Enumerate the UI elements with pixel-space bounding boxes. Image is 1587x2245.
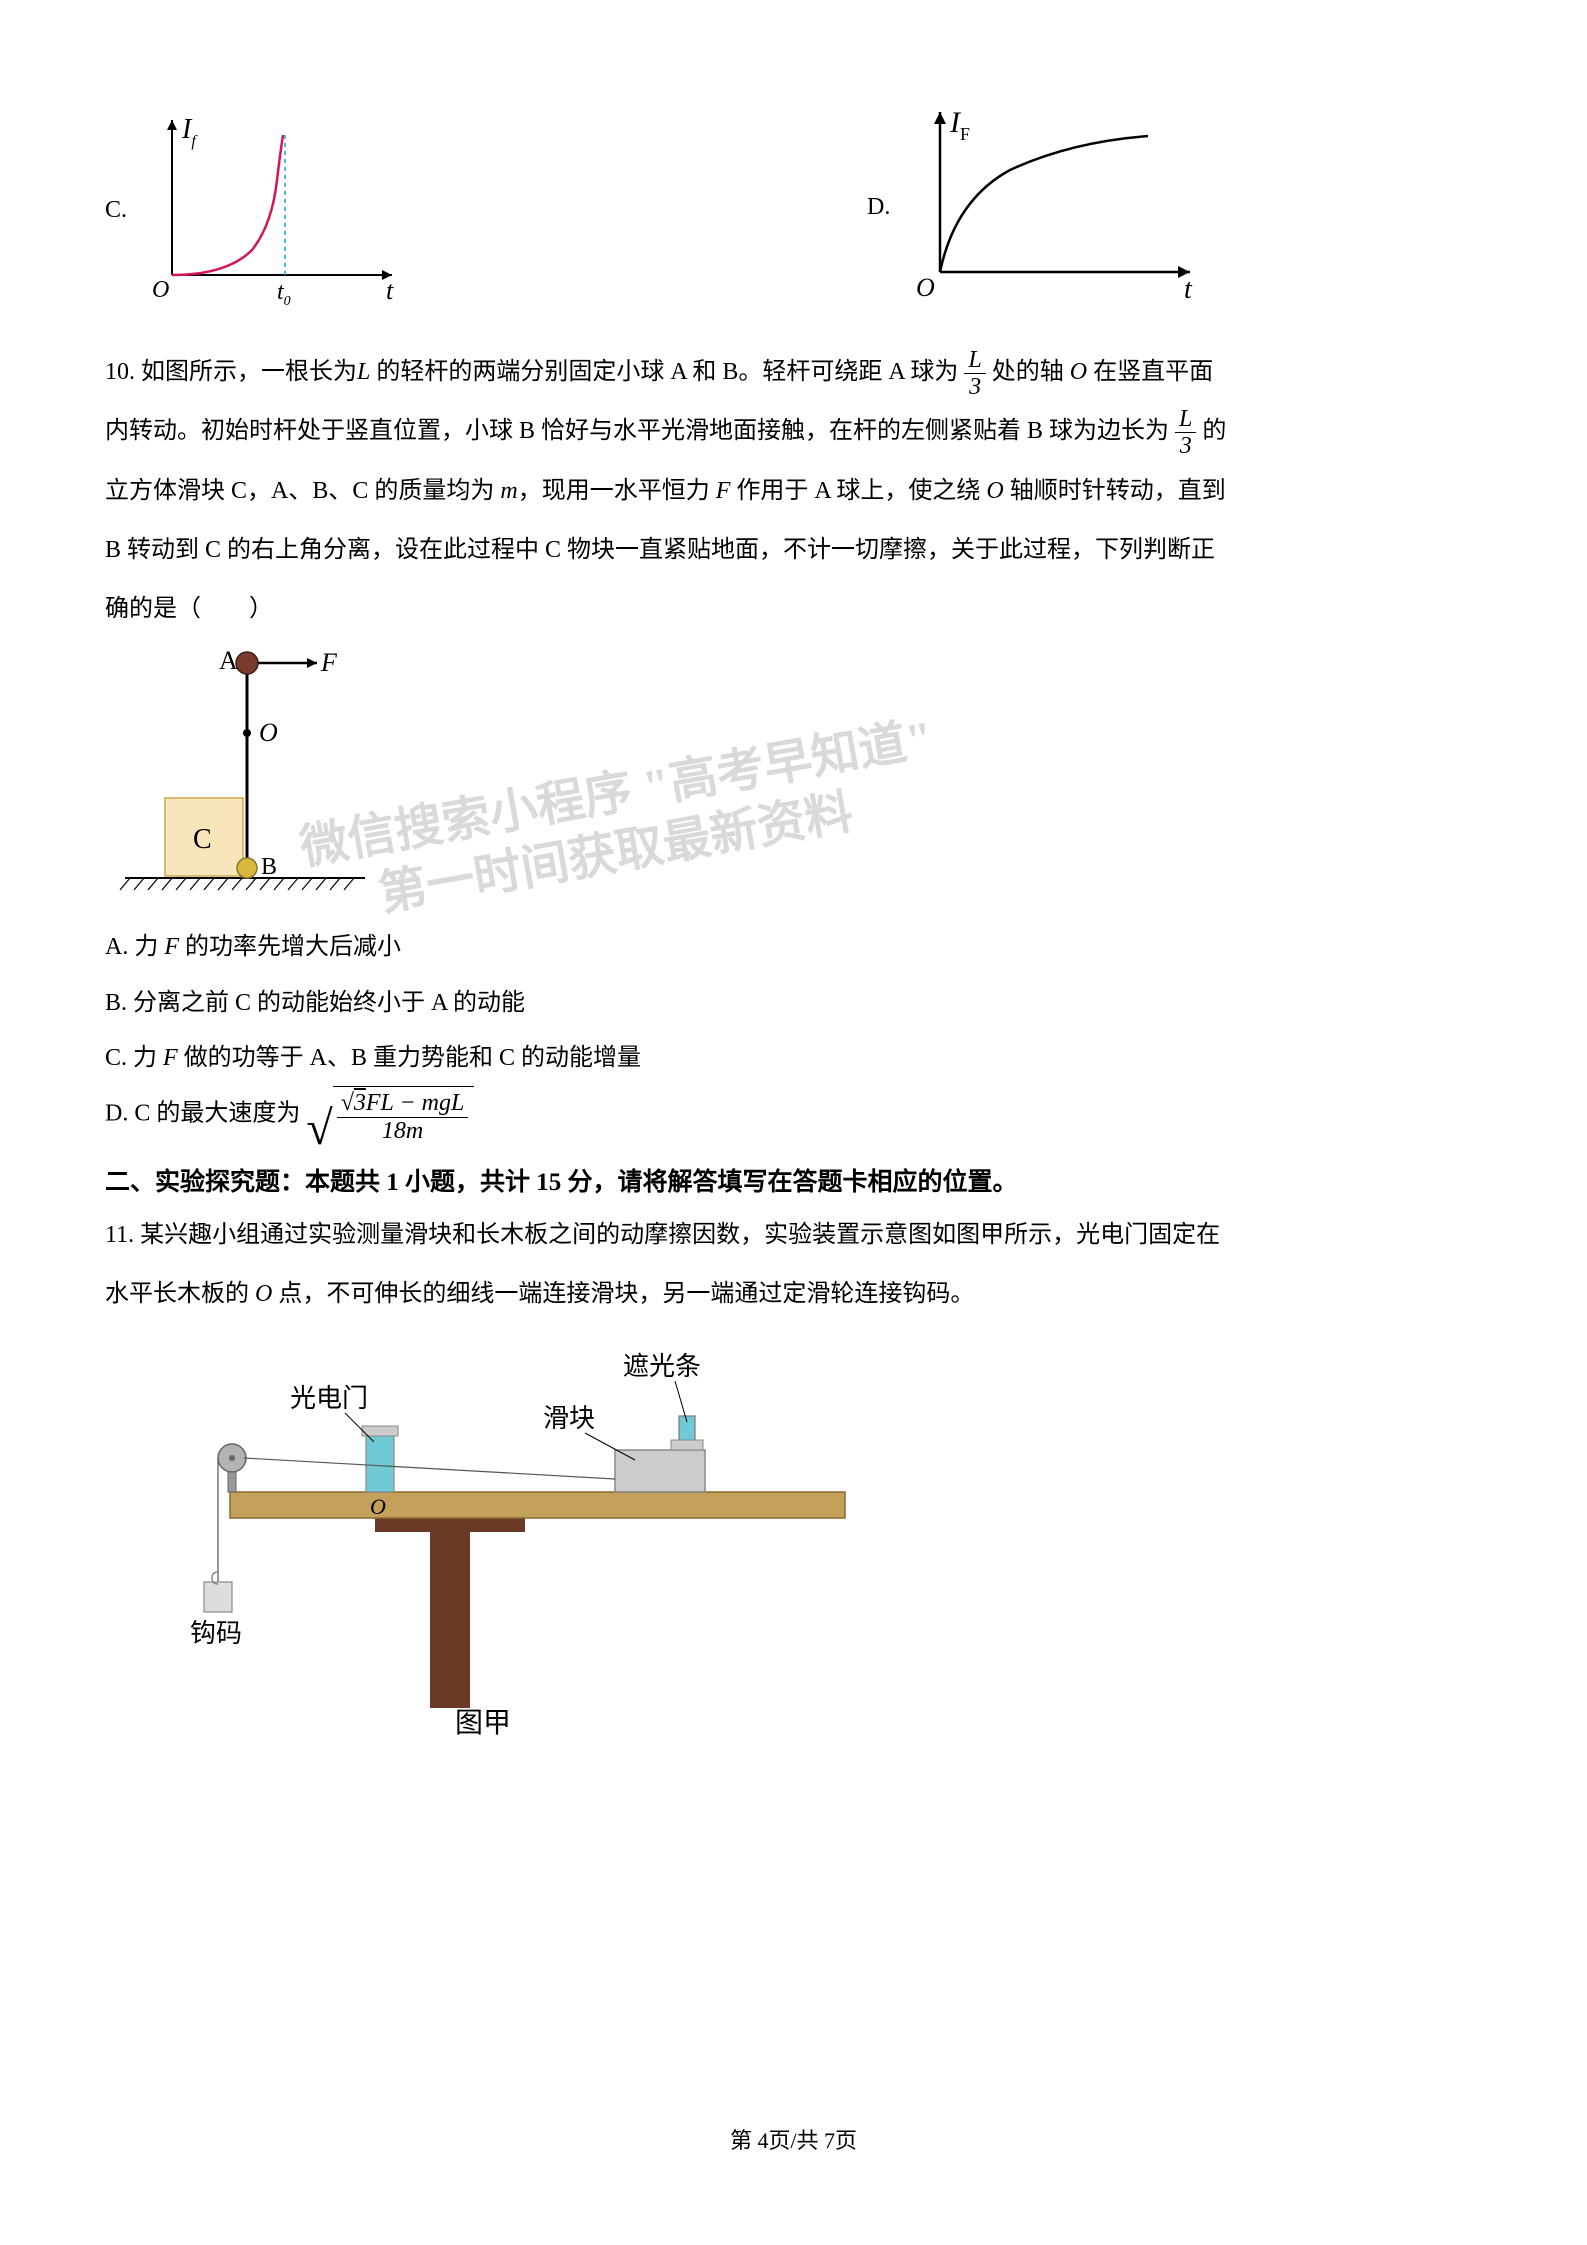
svg-text:遮光条: 遮光条: [623, 1352, 701, 1381]
var-F: F: [163, 1045, 178, 1071]
var-m: m: [500, 478, 517, 504]
q11-text: 11. 某兴趣小组通过实验测量滑块和长木板之间的动摩擦因数，实验装置示意图如图甲…: [105, 1208, 1482, 1322]
frac-num: √3FL − mgL: [337, 1090, 469, 1117]
watermark-line2: 第一时间获取最新资料: [373, 772, 858, 924]
text: 处的轴: [986, 359, 1070, 385]
q10-line2: 内转动。初始时杆处于竖直位置，小球 B 恰好与水平光滑地面接触，在杆的左侧紧贴着…: [105, 404, 1482, 459]
watermark-line1: 微信搜索小程序 "高考早知道": [294, 698, 938, 878]
var-L: L: [357, 359, 370, 385]
text: 18: [382, 1118, 406, 1144]
text: 内转动。初始时杆处于竖直位置，小球 B 恰好与水平光滑地面接触，在杆的左侧紧贴着…: [105, 418, 1175, 444]
sqrt-sign-icon: √: [306, 1107, 332, 1150]
frac-num: L: [1175, 406, 1196, 433]
text: 的轻杆的两端分别固定小球 A 和 B。轻杆可绕距 A 球为: [370, 359, 964, 385]
q10-options: A. 力 F 的功率先增大后减小 B. 分离之前 C 的动能始终小于 A 的动能…: [105, 920, 1482, 1144]
text: −: [393, 1090, 421, 1116]
q10-line1: 10. 如图所示，一根长为L 的轻杆的两端分别固定小球 A 和 B。轻杆可绕距 …: [105, 345, 1482, 400]
svg-text:If: If: [181, 114, 198, 150]
text: 10. 如图所示，一根长为: [105, 359, 357, 385]
option-a: A. 力 F 的功率先增大后减小: [105, 920, 1482, 975]
svg-text:光电门: 光电门: [290, 1384, 368, 1413]
var-m: m: [406, 1118, 423, 1144]
graph-c: If t Ot0: [137, 105, 417, 315]
q10-diagram-wrap: CAFOB 微信搜索小程序 "高考早知道" 第一时间获取最新资料: [105, 643, 1482, 910]
q10-line4: B 转动到 C 的右上角分离，设在此过程中 C 物块一直紧贴地面，不计一切摩擦，…: [105, 523, 1482, 578]
q11-diagram-wrap: O 光电门 遮光条滑块钩码图甲: [135, 1327, 1482, 1754]
var-O: O: [255, 1281, 272, 1307]
svg-text:O: O: [259, 718, 278, 747]
svg-text:A: A: [219, 646, 238, 675]
option-d: D. C 的最大速度为 √ √3FL − mgL 18m: [105, 1086, 1482, 1144]
var-F: F: [716, 478, 731, 504]
text: C. 力: [105, 1045, 163, 1071]
text: 的: [1196, 418, 1226, 444]
var-O: O: [1070, 359, 1087, 385]
var-mgL: mgL: [422, 1090, 465, 1116]
page-number: 第 4页/共 7页: [0, 2123, 1587, 2155]
var-FL: FL: [366, 1090, 394, 1116]
frac-den: 3: [1175, 433, 1196, 459]
svg-text:图甲: 图甲: [455, 1708, 511, 1739]
q11-line1: 11. 某兴趣小组通过实验测量滑块和长木板之间的动摩擦因数，实验装置示意图如图甲…: [105, 1208, 1482, 1263]
text: 立方体滑块 C，A、B、C 的质量均为: [105, 478, 500, 504]
option-b: B. 分离之前 C 的动能始终小于 A 的动能: [105, 976, 1482, 1031]
q10-line5: 确的是（ ）: [105, 582, 1482, 637]
svg-text:t: t: [386, 276, 394, 305]
text: D. C 的最大速度为: [105, 1101, 306, 1127]
text: 轴顺时针转动，直到: [1004, 478, 1226, 504]
var-O: O: [986, 478, 1003, 504]
svg-text:O: O: [152, 277, 169, 303]
text: ，现用一水平恒力: [518, 478, 716, 504]
text: 水平长木板的: [105, 1281, 255, 1307]
sqrt-expression: √ √3FL − mgL 18m: [306, 1086, 474, 1144]
graph-c-label: C.: [105, 197, 127, 224]
q11-diagram: O 光电门 遮光条滑块钩码图甲: [135, 1327, 875, 1747]
text: 作用于 A 球上，使之绕: [730, 478, 986, 504]
q10-diagram: C A F O B: [105, 643, 375, 903]
graph-c-block: C. If t Ot0: [105, 105, 417, 315]
svg-text:C: C: [193, 824, 212, 855]
q10-line3: 立方体滑块 C，A、B、C 的质量均为 m，现用一水平恒力 F 作用于 A 球上…: [105, 464, 1482, 519]
svg-text:O: O: [916, 273, 935, 302]
graph-d-block: D. IF t O: [867, 100, 1205, 315]
q10-text: 10. 如图所示，一根长为L 的轻杆的两端分别固定小球 A 和 B。轻杆可绕距 …: [105, 345, 1482, 637]
var-F: F: [164, 934, 179, 960]
option-c: C. 力 F 做的功等于 A、B 重力势能和 C 的动能增量: [105, 1031, 1482, 1086]
text: 做的功等于 A、B 重力势能和 C 的动能增量: [178, 1045, 641, 1071]
text: 在竖直平面: [1087, 359, 1213, 385]
text: 3: [354, 1090, 366, 1116]
q11-line2: 水平长木板的 O 点，不可伸长的细线一端连接滑块，另一端通过定滑轮连接钩码。: [105, 1267, 1482, 1322]
frac-den: 3: [964, 374, 985, 400]
svg-text:F: F: [320, 648, 338, 677]
svg-text:IF: IF: [949, 106, 970, 144]
section-2-title: 二、实验探究题：本题共 1 小题，共计 15 分，请将解答填写在答题卡相应的位置…: [105, 1158, 1482, 1208]
svg-text:O: O: [370, 1494, 386, 1519]
graph-row: C. If t Ot0 D. IF t O: [105, 100, 1482, 315]
sqrt-inner: √3FL − mgL 18m: [333, 1086, 475, 1144]
svg-text:滑块: 滑块: [543, 1404, 595, 1433]
graph-d-label: D.: [867, 194, 890, 221]
graph-d: IF t O: [900, 100, 1205, 315]
svg-text:钩码: 钩码: [190, 1619, 242, 1648]
frac-den: 18m: [337, 1118, 469, 1144]
svg-text:B: B: [261, 854, 277, 880]
text: 点，不可伸长的细线一端连接滑块，另一端通过定滑轮连接钩码。: [272, 1281, 974, 1307]
svg-text:t: t: [1184, 274, 1193, 305]
text: 的功率先增大后减小: [179, 934, 401, 960]
frac-num: L: [964, 347, 985, 374]
text: A. 力: [105, 934, 164, 960]
svg-text:t0: t0: [277, 279, 291, 309]
